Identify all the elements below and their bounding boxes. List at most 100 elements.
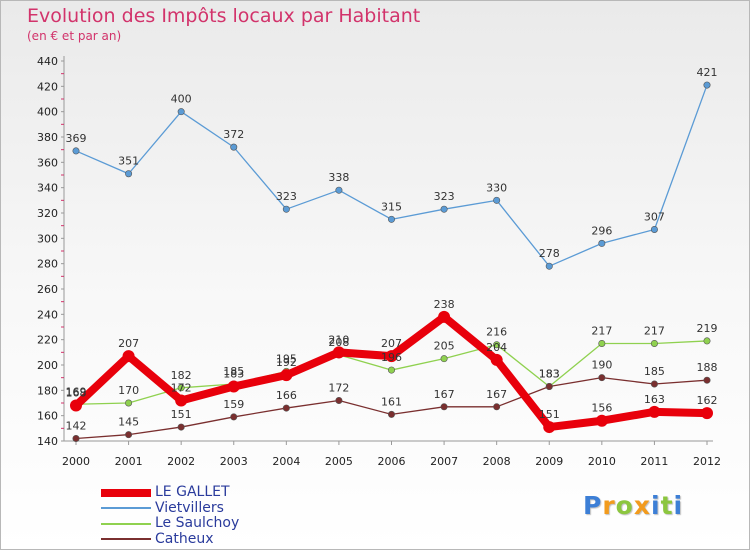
- data-point-le-saulchoy: [387, 366, 395, 374]
- x-tick-label: 2009: [535, 455, 563, 468]
- data-label-le-saulchoy: 196: [381, 351, 402, 364]
- data-label-le-saulchoy: 208: [328, 336, 349, 349]
- series-line-vietvillers: [75, 84, 708, 267]
- data-label-le-saulchoy: 216: [486, 326, 507, 339]
- data-label-catheux: 188: [697, 361, 718, 374]
- chart-title: Evolution des Impôts locaux par Habitant: [27, 5, 421, 27]
- data-label-catheux: 167: [486, 388, 507, 401]
- data-point-vietvillers: [230, 143, 238, 151]
- data-point-vietvillers: [650, 225, 658, 233]
- data-point-le-gallet: [280, 369, 293, 382]
- data-point-le-saulchoy: [703, 337, 711, 345]
- data-point-le-saulchoy: [125, 399, 133, 407]
- x-tick-label: 2012: [693, 455, 721, 468]
- y-tick-label: 160: [37, 410, 58, 423]
- legend-swatch: [101, 507, 151, 510]
- x-tick-label: 2002: [167, 455, 195, 468]
- data-label-le-saulchoy: 217: [591, 324, 612, 337]
- legend-label: Vietvillers: [155, 499, 224, 516]
- legend-label: Catheux: [155, 530, 214, 547]
- data-label-catheux: 142: [66, 419, 87, 432]
- y-tick-label: 320: [37, 207, 58, 220]
- data-point-le-gallet: [543, 421, 556, 434]
- data-label-vietvillers: 351: [118, 155, 139, 168]
- y-tick-label: 420: [37, 80, 58, 93]
- data-point-vietvillers: [335, 186, 343, 194]
- proxiti-logo: Proxiti: [583, 491, 683, 520]
- legend-swatch: [101, 488, 151, 497]
- data-label-vietvillers: 315: [381, 200, 402, 213]
- data-label-le-gallet: 207: [118, 337, 139, 350]
- y-tick-label: 360: [37, 156, 58, 169]
- x-tick-label: 2006: [378, 455, 406, 468]
- data-label-le-gallet: 207: [381, 337, 402, 350]
- x-tick-label: 2001: [115, 455, 143, 468]
- data-label-le-saulchoy: 217: [644, 324, 665, 337]
- data-label-vietvillers: 400: [171, 93, 192, 106]
- data-label-le-gallet: 172: [171, 381, 192, 394]
- data-label-vietvillers: 369: [66, 132, 87, 145]
- data-point-vietvillers: [387, 215, 395, 223]
- legend: LE GALLET Vietvillers Le Saulchoy Catheu…: [101, 485, 239, 547]
- data-point-vietvillers: [177, 108, 185, 116]
- legend-label: Le Saulchoy: [155, 515, 240, 532]
- data-point-catheux: [598, 374, 606, 382]
- data-label-vietvillers: 296: [591, 224, 612, 237]
- data-label-vietvillers: 323: [434, 190, 455, 203]
- data-label-vietvillers: 330: [486, 181, 507, 194]
- data-label-le-gallet: 204: [486, 341, 507, 354]
- x-tick-label: 2011: [640, 455, 668, 468]
- legend-item-catheux: Catheux: [101, 530, 239, 548]
- data-point-vietvillers: [545, 262, 553, 270]
- data-label-catheux: 190: [591, 359, 612, 372]
- logo-letter: x: [633, 491, 651, 520]
- data-point-catheux: [72, 434, 80, 442]
- data-point-catheux: [230, 413, 238, 421]
- data-label-vietvillers: 323: [276, 190, 297, 203]
- data-label-vietvillers: 278: [539, 247, 560, 260]
- data-label-le-saulchoy: 169: [66, 385, 87, 398]
- y-tick-label: 340: [37, 182, 58, 195]
- y-tick-label: 380: [37, 131, 58, 144]
- x-tick-label: 2008: [483, 455, 511, 468]
- x-tick-label: 2007: [430, 455, 458, 468]
- data-label-le-gallet: 210: [328, 333, 349, 346]
- data-point-vietvillers: [72, 147, 80, 155]
- data-point-catheux: [282, 404, 290, 412]
- data-point-catheux: [493, 403, 501, 411]
- data-point-le-gallet: [648, 405, 661, 418]
- data-label-le-saulchoy: 205: [434, 340, 455, 353]
- x-tick-label: 2005: [325, 455, 353, 468]
- logo-letter: r: [602, 491, 616, 520]
- chart-subtitle: (en € et par an): [27, 29, 122, 43]
- logo-letter: t: [660, 491, 674, 520]
- legend-swatch: [101, 522, 151, 525]
- x-tick-label: 2010: [588, 455, 616, 468]
- y-tick-label: 300: [37, 232, 58, 245]
- logo-letter: P: [583, 491, 603, 520]
- data-label-le-gallet: 192: [276, 356, 297, 369]
- logo-letter: i: [673, 491, 684, 520]
- data-point-le-gallet: [332, 346, 345, 359]
- data-point-catheux: [335, 396, 343, 404]
- data-point-vietvillers: [493, 196, 501, 204]
- data-point-le-gallet: [701, 407, 713, 420]
- logo-letter: i: [651, 491, 661, 520]
- data-label-catheux: 167: [434, 388, 455, 401]
- data-label-catheux: 161: [381, 395, 402, 408]
- legend-item-le-saulchoy: Le Saulchoy: [101, 516, 239, 532]
- legend-item-le-gallet: LE GALLET: [101, 485, 239, 501]
- data-point-catheux: [650, 380, 658, 388]
- x-tick-label: 2003: [220, 455, 248, 468]
- data-label-le-saulchoy: 170: [118, 384, 139, 397]
- y-tick-label: 220: [37, 334, 58, 347]
- legend-label: LE GALLET: [155, 484, 230, 501]
- legend-item-vietvillers: Vietvillers: [101, 499, 239, 517]
- data-label-vietvillers: 338: [328, 171, 349, 184]
- data-label-vietvillers: 421: [697, 66, 718, 79]
- data-point-le-gallet: [70, 399, 82, 412]
- data-label-catheux: 166: [276, 389, 297, 402]
- data-point-le-saulchoy: [493, 341, 501, 349]
- data-label-vietvillers: 372: [223, 128, 244, 141]
